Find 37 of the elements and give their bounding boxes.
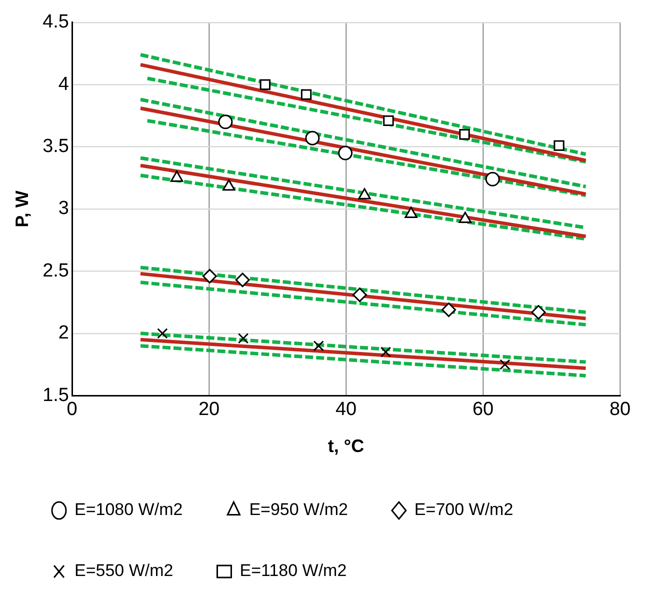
x-tick-label: 40	[335, 399, 357, 420]
point	[531, 305, 546, 320]
legend-label: E=550 W/m2	[74, 561, 174, 580]
y-tick-label: 2	[58, 322, 70, 344]
legend-label: E=1080 W/m2	[74, 500, 183, 520]
point	[383, 115, 394, 126]
legend-label: E=700 W/m2	[414, 500, 514, 520]
point	[459, 129, 470, 140]
point	[313, 340, 324, 352]
point	[352, 288, 367, 302]
x-axis-title: t, °C	[328, 436, 364, 456]
point	[300, 89, 312, 100]
point	[442, 302, 456, 318]
y-tick-label: 3	[58, 198, 70, 220]
x-tick-label: 60	[472, 399, 494, 420]
x-tick-label: 80	[609, 399, 631, 420]
y-axis-title: P, W	[12, 190, 32, 228]
point	[380, 346, 392, 358]
x-tick-label: 20	[198, 399, 220, 420]
point	[305, 130, 320, 146]
point	[238, 333, 249, 344]
x-tick-label: 0	[66, 399, 78, 420]
point	[218, 114, 233, 130]
legend-label: E=1180 W/m2	[240, 561, 347, 580]
point	[157, 328, 168, 339]
point	[235, 272, 250, 288]
point	[500, 359, 510, 370]
point	[485, 172, 500, 186]
y-tick-label: 3.5	[42, 136, 70, 158]
point	[554, 140, 564, 151]
point	[260, 79, 271, 90]
y-tick-label: 4	[58, 74, 70, 95]
legend-label: E=950 W/m2	[249, 500, 348, 520]
point	[338, 146, 353, 160]
point	[202, 268, 217, 284]
y-tick-label: 4.5	[42, 12, 70, 33]
y-tick-label: 2.5	[42, 260, 70, 282]
